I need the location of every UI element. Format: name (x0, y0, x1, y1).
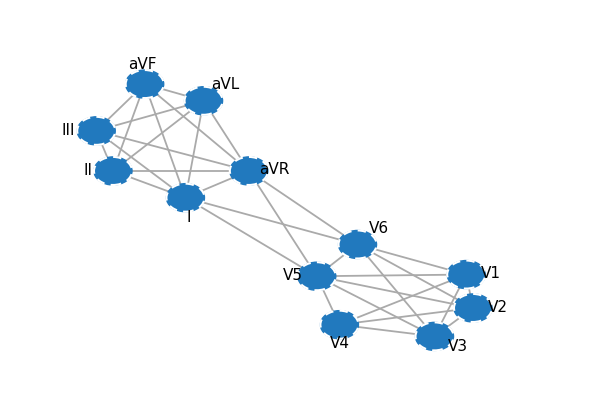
Text: aVF: aVF (128, 57, 157, 72)
Circle shape (185, 87, 222, 115)
Circle shape (77, 117, 115, 145)
Circle shape (415, 322, 454, 350)
Text: V2: V2 (488, 300, 508, 315)
Text: V5: V5 (283, 268, 303, 283)
Text: aVL: aVL (211, 77, 240, 91)
Text: II: II (83, 164, 92, 178)
Text: V6: V6 (369, 221, 389, 236)
Text: V1: V1 (480, 266, 501, 281)
Circle shape (230, 157, 268, 185)
Circle shape (447, 261, 485, 288)
Circle shape (339, 231, 377, 259)
Text: aVR: aVR (259, 162, 290, 177)
Text: V3: V3 (448, 339, 468, 354)
Circle shape (126, 70, 164, 98)
Circle shape (321, 310, 358, 339)
Circle shape (298, 262, 336, 290)
Circle shape (94, 157, 132, 185)
Text: I: I (187, 210, 191, 224)
Circle shape (166, 184, 204, 212)
Circle shape (454, 294, 492, 322)
Text: V4: V4 (330, 336, 350, 351)
Text: III: III (61, 123, 75, 137)
